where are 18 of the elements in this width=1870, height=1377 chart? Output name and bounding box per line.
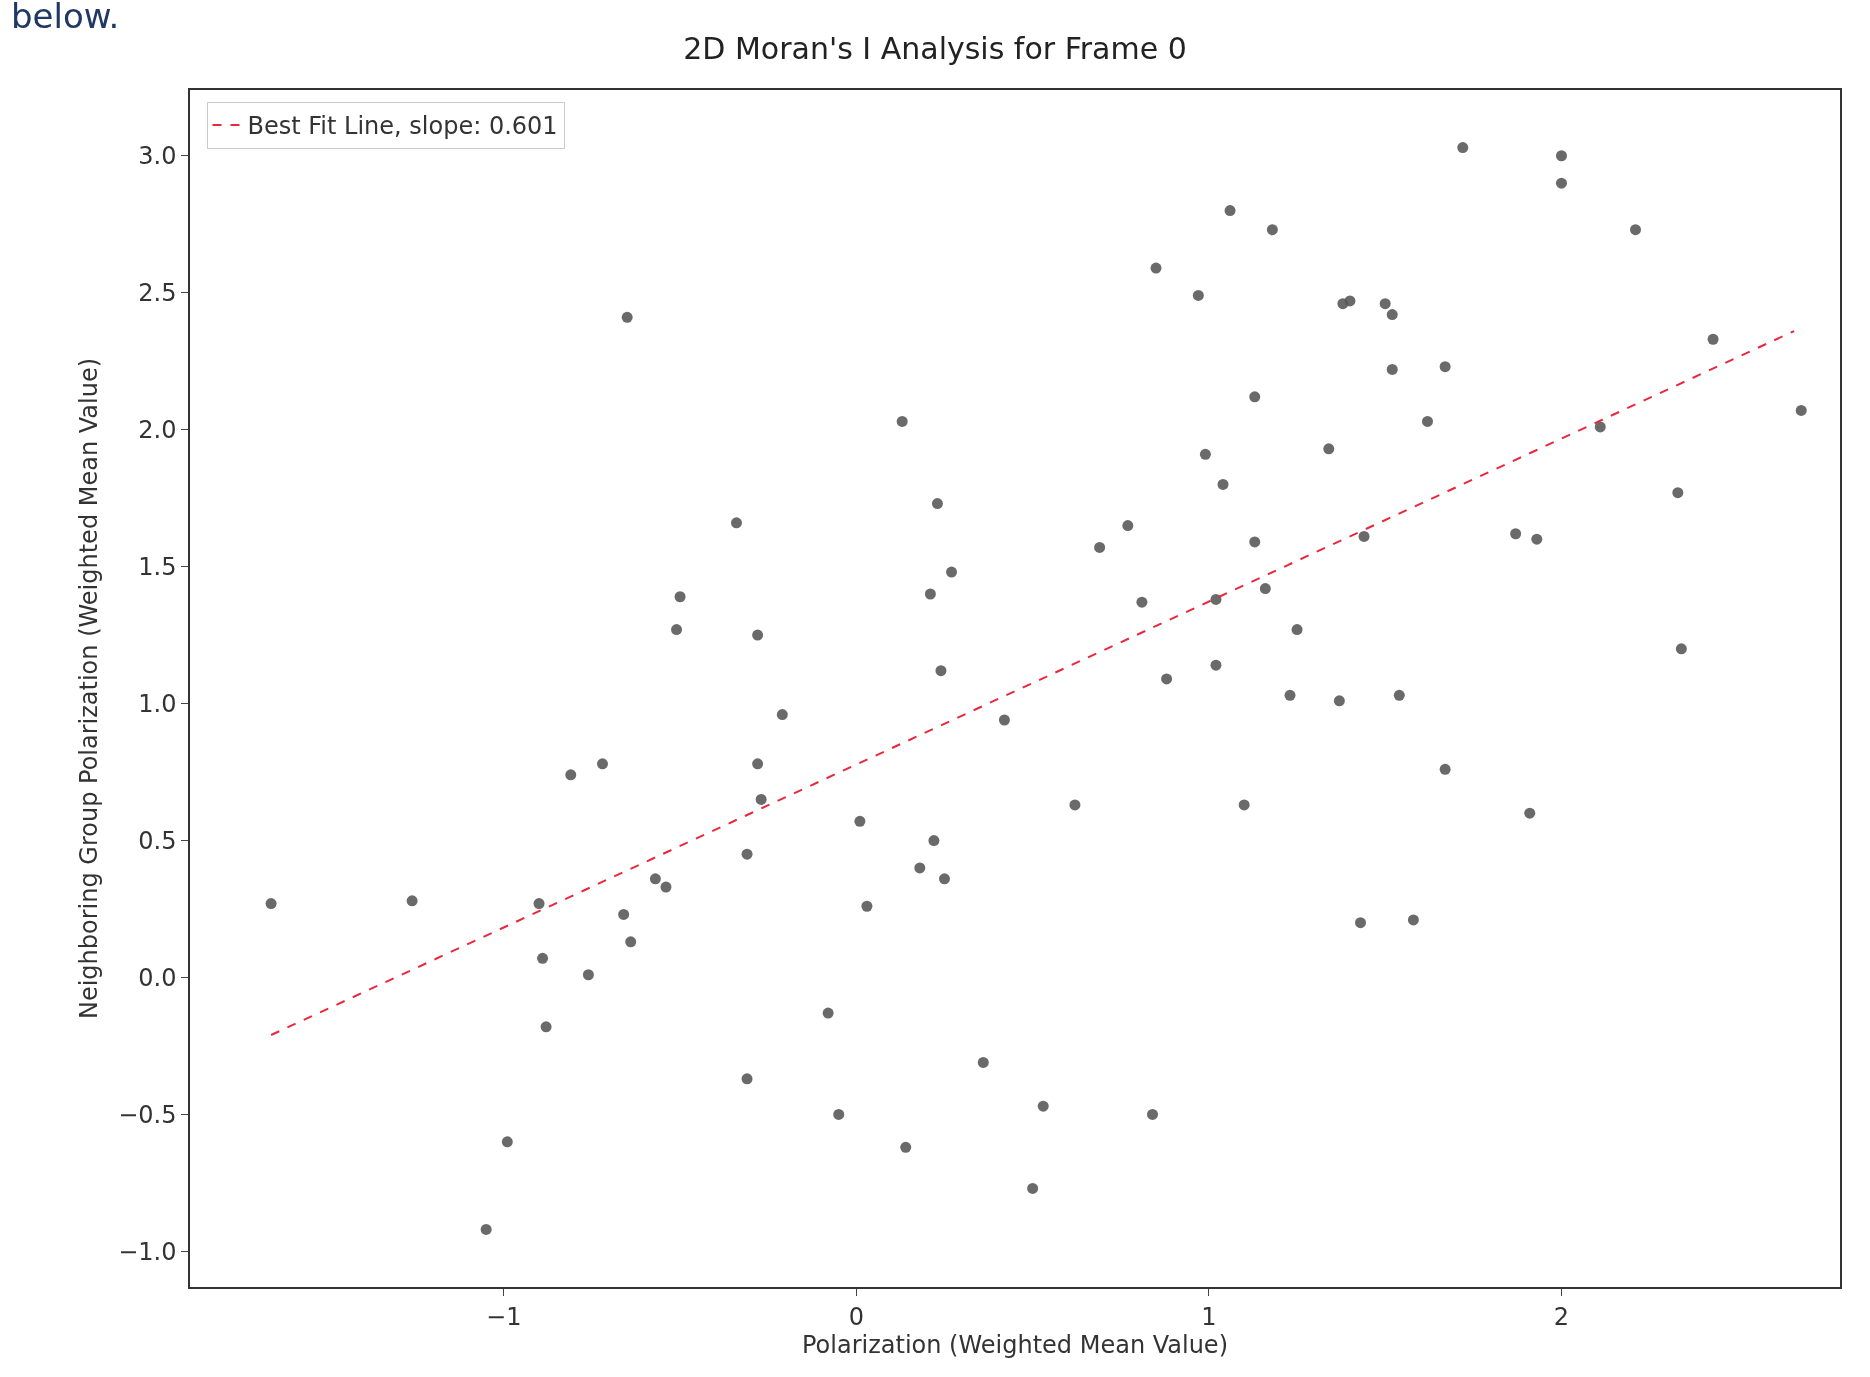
x-tick-label: 1 xyxy=(1201,1302,1217,1331)
x-tick-label: −1 xyxy=(486,1302,522,1331)
y-axis-title: Neighboring Group Polarization (Weighted Mean Value) xyxy=(74,357,103,1020)
y-tick-label: −1.0 xyxy=(118,1237,177,1266)
y-tick-label: 2.0 xyxy=(138,416,177,445)
y-tick-label: −0.5 xyxy=(118,1100,177,1129)
y-tick-label: 0.0 xyxy=(138,963,177,992)
text: below. xyxy=(11,0,120,36)
y-tick-label: 1.5 xyxy=(138,553,177,582)
chart-title: 2D Moran's I Analysis for Frame 0 xyxy=(683,30,1187,66)
y-tick-label: 2.5 xyxy=(138,279,177,308)
x-tick-label: 2 xyxy=(1553,1302,1570,1331)
legend-label: Best Fit Line, slope: 0.601 xyxy=(247,112,558,141)
x-axis-title: Polarization (Weighted Mean Value) xyxy=(801,1330,1229,1359)
y-tick-label: 1.0 xyxy=(138,689,177,718)
y-tick-label: 0.5 xyxy=(138,826,177,855)
y-tick-label: 3.0 xyxy=(138,142,177,171)
x-tick-label: 0 xyxy=(848,1302,864,1331)
